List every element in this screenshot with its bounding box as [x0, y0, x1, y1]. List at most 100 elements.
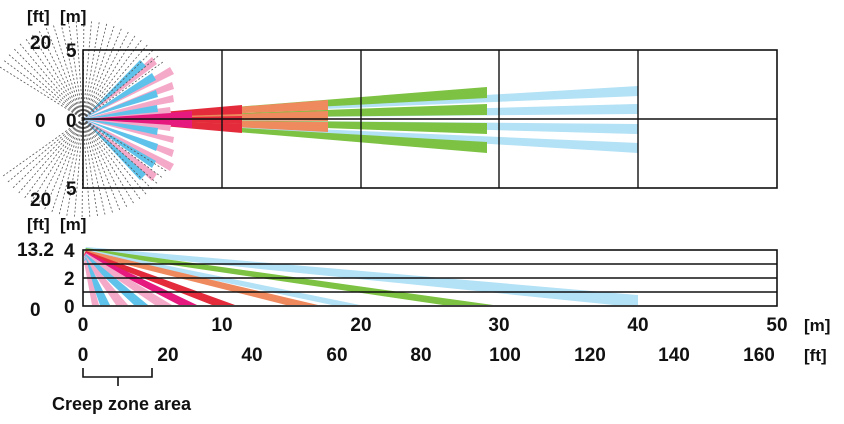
- top-unit-m: [m]: [60, 7, 86, 26]
- creep-zone-line: [82, 44, 148, 120]
- creep-zone-line: [45, 27, 84, 120]
- beam-blue: [83, 90, 158, 119]
- beam-blue: [83, 60, 146, 119]
- top-m-label: 0: [66, 111, 77, 132]
- creep-zone-line: [24, 118, 84, 199]
- creep-zone-line: [82, 39, 142, 120]
- creep-zone-line: [82, 118, 152, 190]
- creep-zone-line: [82, 118, 113, 213]
- creep-zone-line: [82, 118, 147, 195]
- creep-zone-line: [38, 31, 84, 120]
- creep-zone-line: [82, 21, 92, 120]
- x-tick-m: 30: [488, 315, 509, 336]
- beam-blue: [83, 119, 158, 151]
- side-m-tick: 0: [64, 297, 75, 318]
- beam-pink: [83, 95, 174, 119]
- creep-zone-line: [44, 118, 84, 210]
- side-ft-label: 13.2: [17, 240, 54, 261]
- top-ft-label: 20: [30, 190, 51, 211]
- beam-blue: [83, 105, 158, 119]
- creep-zone-line: [82, 118, 106, 215]
- creep-zone-line: [82, 118, 121, 211]
- beam-blue: [83, 73, 156, 119]
- x-unit-ft: [ft]: [804, 346, 827, 365]
- creep-zone-line: [75, 21, 84, 120]
- top-ft-label: 0: [35, 111, 46, 132]
- side-beam-light-blue: [84, 247, 638, 305]
- creep-zone-label: Creep zone area: [52, 394, 192, 414]
- side-beam-pink: [84, 256, 128, 305]
- creep-zone-line: [25, 38, 84, 120]
- x-tick-m: 50: [766, 315, 787, 336]
- side-beam-pink: [84, 259, 99, 305]
- creep-zone-line: [60, 23, 84, 120]
- side-m-tick: 4: [64, 241, 75, 262]
- side-beam-light-blue: [84, 249, 360, 305]
- beam-blue: [83, 119, 158, 135]
- creep-zone-line: [37, 118, 84, 207]
- creep-zone-line: [30, 118, 84, 203]
- beam-pink: [83, 119, 174, 143]
- side-beam-green: [84, 248, 493, 305]
- beam-blue: [83, 119, 156, 168]
- creep-zone-line: [14, 48, 84, 120]
- top-unit-ft: [ft]: [27, 7, 50, 26]
- creep-zone-line: [68, 22, 84, 120]
- beam-pink: [83, 119, 174, 171]
- creep-zone-line: [82, 118, 163, 178]
- side-view-grid: [82, 249, 778, 307]
- side-unit-ft: [ft]: [27, 215, 50, 234]
- creep-zone-line: [82, 118, 141, 200]
- top-view: [ft] [m] 20 5 0 0 5 20: [0, 7, 778, 218]
- x-tick-ft: 0: [78, 345, 89, 366]
- creep-zone-line: [32, 34, 84, 120]
- creep-zone-line: [12, 118, 84, 188]
- x-tick-ft: 100: [489, 345, 521, 366]
- side-view: [ft] [m] 13.2 4 2 0 0: [17, 215, 778, 321]
- creep-zone-line: [82, 22, 100, 120]
- x-tick-ft: 140: [658, 345, 690, 366]
- creep-zone-line: [82, 118, 134, 204]
- creep-zone-line: [74, 118, 84, 217]
- creep-zone-line: [82, 118, 158, 184]
- side-m-tick: 2: [64, 269, 75, 290]
- top-m-label: 5: [66, 179, 77, 200]
- creep-zone-line: [82, 118, 128, 207]
- creep-zone-line: [7, 118, 84, 183]
- top-ft-label: 20: [30, 33, 51, 54]
- creep-zone-bracket: [82, 368, 153, 386]
- x-tick-ft: 60: [326, 345, 347, 366]
- creep-zone-line: [18, 118, 84, 194]
- creep-zone-line: [58, 118, 84, 215]
- creep-zone-line: [82, 61, 164, 120]
- beam-blue: [83, 119, 146, 180]
- creep-bracket-line: [82, 368, 153, 378]
- creep-zone-line: [82, 55, 159, 120]
- creep-zone-line: [19, 43, 84, 120]
- creep-zone-line: [51, 118, 84, 213]
- creep-zone-lines: [0, 20, 167, 218]
- side-ft-label: 0: [30, 300, 41, 321]
- creep-zone-line: [82, 118, 98, 216]
- creep-zone-line: [66, 118, 84, 216]
- top-m-label: 5: [66, 41, 77, 62]
- creep-zone-line: [8, 54, 84, 120]
- x-tick-ft: 80: [410, 345, 431, 366]
- top-view-grid: [82, 49, 778, 189]
- x-unit-m: [m]: [804, 316, 830, 335]
- x-tick-ft: 160: [743, 345, 775, 366]
- creep-zone-line: [82, 31, 129, 120]
- x-tick-m: 20: [350, 315, 371, 336]
- creep-zone-line: [53, 25, 84, 120]
- x-tick-m: 10: [211, 315, 232, 336]
- creep-zone-line: [82, 118, 167, 172]
- creep-zone-line: [0, 66, 84, 120]
- side-view-beams: [84, 247, 638, 305]
- creep-zone-line: [82, 118, 91, 217]
- x-tick-ft: 40: [241, 345, 262, 366]
- creep-zone-line: [82, 23, 108, 120]
- creep-zone-line: [82, 28, 122, 120]
- creep-zone-line: [82, 50, 154, 120]
- creep-zone-line: [3, 60, 84, 120]
